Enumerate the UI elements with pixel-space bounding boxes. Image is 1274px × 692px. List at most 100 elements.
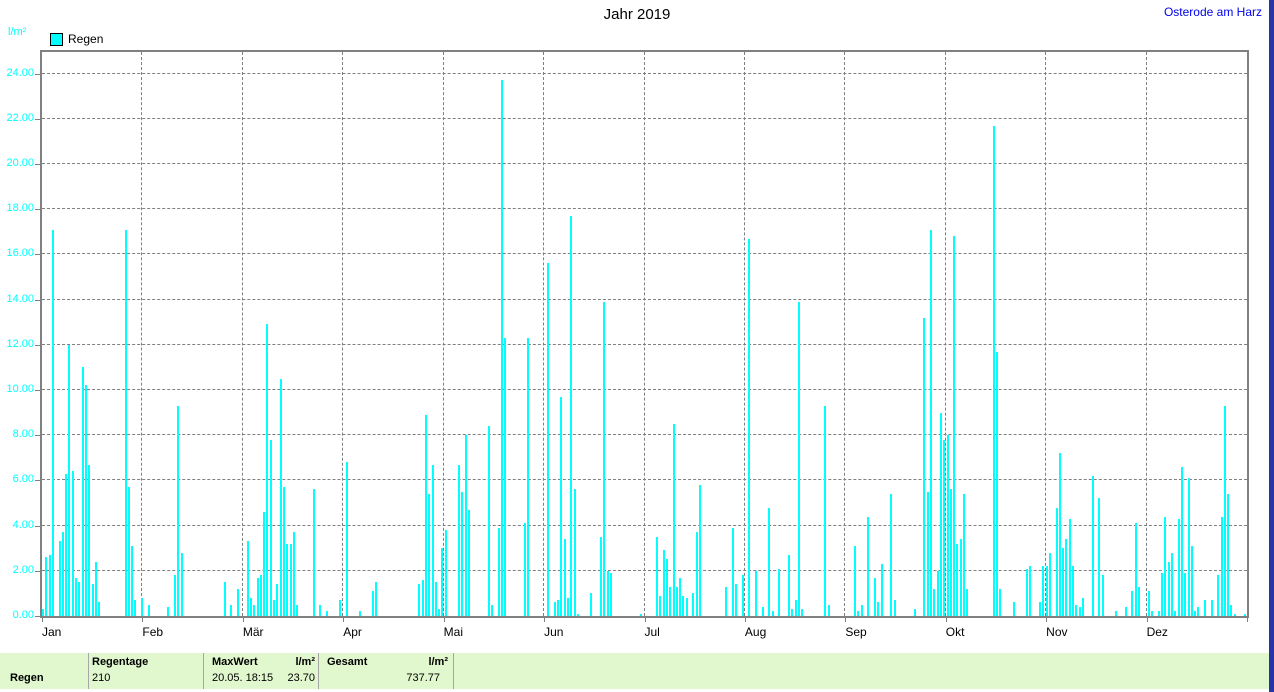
rain-bar: [1158, 611, 1160, 616]
rain-bar: [88, 465, 90, 616]
month-label: Jul: [644, 625, 660, 639]
month-label: Feb: [142, 625, 164, 639]
month-label: Jan: [42, 625, 62, 639]
rain-bar: [95, 562, 97, 616]
rain-bar: [418, 584, 420, 616]
rain-bar: [1184, 573, 1186, 616]
rain-bar: [659, 596, 661, 616]
month-label: Nov: [1046, 625, 1068, 639]
rain-bar: [428, 494, 430, 616]
rain-bar: [778, 569, 780, 616]
month-gridline: [844, 52, 846, 616]
month-gridline: [1045, 52, 1047, 616]
y-tick-label: 2.00: [12, 563, 34, 576]
rain-bar: [42, 609, 44, 616]
rain-bar: [867, 517, 869, 616]
rain-bar: [894, 600, 896, 616]
h-gridline: [42, 389, 1247, 390]
rain-bar: [966, 589, 968, 616]
month-tick-mark: [1247, 618, 1248, 622]
month-gridline: [1145, 52, 1147, 616]
rain-bar: [1079, 607, 1081, 616]
rain-bar: [950, 489, 952, 616]
month-tick-mark: [242, 618, 244, 622]
rain-bar: [49, 555, 51, 616]
rain-bar: [1171, 553, 1173, 616]
rain-bar: [772, 611, 774, 616]
rain-bar: [435, 582, 437, 616]
gesamt-value: 737.77: [406, 672, 440, 684]
y-tick-mark: [35, 209, 40, 211]
rain-bar: [458, 465, 460, 616]
rain-bar: [547, 263, 549, 616]
rain-bar: [257, 578, 259, 616]
rain-bar: [1072, 566, 1074, 616]
rain-bar: [131, 546, 133, 616]
rain-bar: [791, 609, 793, 616]
rain-bar: [1062, 548, 1064, 616]
rain-bar: [1046, 566, 1048, 616]
rain-bar: [824, 406, 826, 616]
rain-bar: [607, 571, 609, 616]
rain-bar: [828, 605, 830, 616]
rain-bar: [676, 587, 678, 616]
month-gridline: [141, 52, 143, 616]
rain-bar: [947, 435, 949, 616]
rain-bar: [927, 492, 929, 616]
rain-bar: [375, 582, 377, 616]
rain-bar: [45, 557, 47, 616]
y-tick-label: 24.00: [6, 66, 34, 79]
month-tick-mark: [343, 618, 345, 622]
regentage-header: Regentage: [92, 656, 149, 668]
rain-bar: [1211, 600, 1213, 616]
rain-bar: [1221, 517, 1223, 616]
table-separator: [203, 653, 204, 689]
rain-bar: [276, 584, 278, 616]
h-gridline: [42, 524, 1247, 526]
gesamt-header: Gesamt: [327, 656, 368, 668]
rain-bar: [798, 302, 800, 616]
rain-bar: [141, 598, 143, 616]
month-tick-mark: [945, 618, 947, 622]
rain-bar: [85, 385, 87, 616]
station-link[interactable]: Osterode am Harz: [1163, 5, 1262, 19]
rain-bar: [319, 605, 321, 616]
y-tick-mark: [35, 570, 40, 572]
rain-bar: [874, 578, 876, 616]
rain-bar: [877, 602, 879, 616]
y-tick-mark: [35, 480, 40, 482]
rain-bar: [468, 510, 470, 616]
rain-bar: [313, 489, 315, 616]
rain-bar: [1069, 519, 1071, 616]
regentage-value: 210: [92, 672, 111, 684]
month-gridline: [643, 52, 645, 616]
y-tick-label: 0.00: [12, 609, 34, 621]
table-separator: [453, 653, 454, 689]
rain-bar: [1049, 553, 1051, 616]
rain-bar: [283, 487, 285, 616]
rain-bar: [857, 611, 859, 616]
rain-bar: [1075, 605, 1077, 616]
month-gridline: [944, 52, 946, 616]
y-tick-label: 16.00: [6, 247, 34, 260]
rain-bar: [339, 600, 341, 616]
rain-bar: [956, 544, 958, 616]
rain-bar: [1217, 575, 1219, 616]
legend-swatch-regen: [50, 33, 63, 46]
rain-bar: [577, 614, 579, 616]
rain-bar: [768, 508, 770, 616]
month-label: Aug: [744, 625, 767, 639]
rain-bar: [554, 602, 556, 616]
month-gridline: [241, 52, 243, 616]
h-gridline: [42, 253, 1247, 255]
month-tick-mark: [42, 618, 43, 622]
summary-table: Regen Regentage 210 MaxWert l/m² 20.05. …: [0, 653, 1269, 689]
legend-label: Regen: [68, 32, 104, 46]
rain-bar: [943, 440, 945, 616]
rain-bar: [98, 602, 100, 616]
rain-bar: [92, 584, 94, 616]
rain-bar: [993, 126, 995, 616]
rain-bar: [669, 587, 671, 616]
month-tick-mark: [845, 618, 847, 622]
